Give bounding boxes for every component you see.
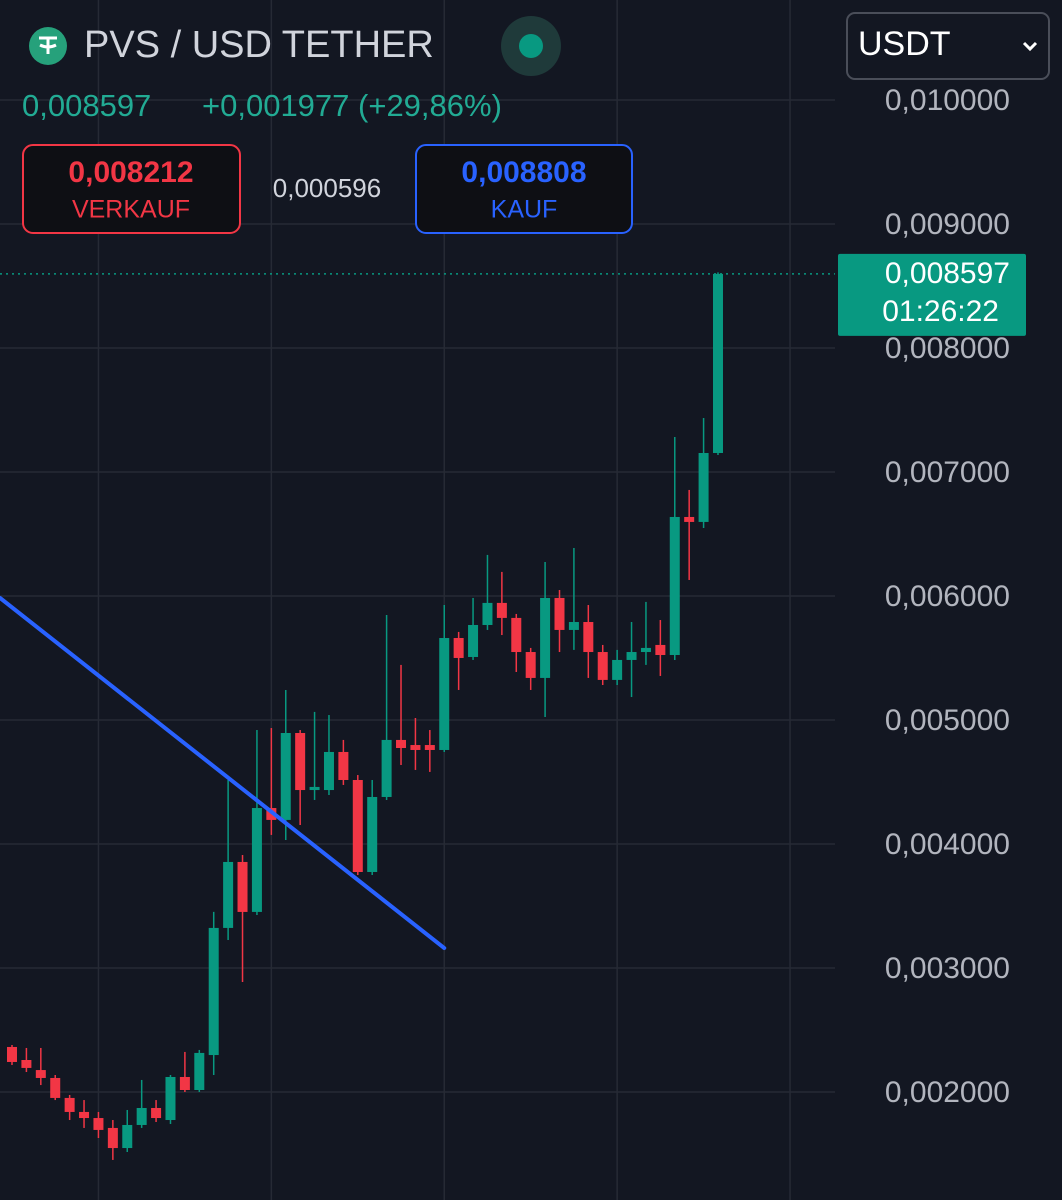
candle-body bbox=[612, 659, 623, 680]
candle-body bbox=[151, 1107, 162, 1119]
candle-body bbox=[21, 1059, 32, 1068]
market-status-dot bbox=[519, 34, 543, 58]
y-tick-label: 0,007000 bbox=[885, 456, 1010, 489]
candle-body bbox=[295, 732, 306, 791]
candle-body bbox=[136, 1107, 147, 1125]
dropdown-value: USDT bbox=[858, 25, 951, 63]
last-price-label: 0,008597 bbox=[885, 257, 1010, 290]
spread: 0,000596 bbox=[273, 173, 381, 203]
current-price: 0,008597 bbox=[22, 88, 151, 123]
countdown: 01:26:22 bbox=[882, 295, 999, 328]
price-axis: 0,002000 0,003000 0,004000 0,005000 0,006000… bbox=[885, 84, 1010, 1109]
candle-body bbox=[251, 808, 262, 912]
candle-body bbox=[352, 779, 363, 873]
y-tick-label: 0,005000 bbox=[885, 704, 1010, 737]
y-tick-label: 0,009000 bbox=[885, 208, 1010, 241]
y-tick-label: 0,008000 bbox=[885, 332, 1010, 365]
candle-body bbox=[468, 624, 479, 657]
dropdown-chevron bbox=[1022, 41, 1038, 52]
candle-body bbox=[698, 452, 709, 522]
candle-body bbox=[439, 638, 450, 750]
candle-body bbox=[122, 1124, 133, 1149]
candle-body bbox=[684, 516, 695, 522]
candle-body bbox=[50, 1077, 61, 1098]
sell-price: 0,008212 bbox=[68, 156, 193, 189]
dropdown-box[interactable] bbox=[846, 12, 1050, 80]
candle-body bbox=[511, 617, 522, 653]
candle-body bbox=[107, 1127, 118, 1149]
last-price-tag: 0,008597 01:26:22 bbox=[838, 253, 1026, 336]
candle-body bbox=[525, 652, 536, 678]
token-icon-glyph bbox=[39, 36, 57, 54]
candle-body bbox=[35, 1070, 46, 1078]
candle-body bbox=[554, 597, 565, 630]
candle-body bbox=[309, 786, 320, 791]
candle-body bbox=[583, 622, 594, 653]
candle-body bbox=[640, 647, 651, 653]
candle-body bbox=[669, 516, 680, 655]
y-tick-label: 0,010000 bbox=[885, 84, 1010, 117]
candle-body bbox=[179, 1076, 190, 1091]
header: PVS / USD TETHER 0,008597 +0,001977 (+29… bbox=[22, 12, 1050, 234]
trend-line bbox=[0, 595, 447, 951]
candle-body bbox=[424, 745, 435, 750]
candle-body bbox=[338, 751, 349, 780]
y-tick-label: 0,003000 bbox=[885, 952, 1010, 985]
candle-body bbox=[712, 273, 723, 453]
candle-body bbox=[568, 622, 579, 630]
buy-label: KAUF bbox=[491, 196, 558, 224]
buy-button[interactable]: 0,008808 KAUF bbox=[415, 144, 633, 234]
sell-label: VERKAUF bbox=[72, 196, 190, 224]
candle-body bbox=[208, 927, 219, 1056]
buy-price: 0,008808 bbox=[461, 156, 586, 189]
candle-body bbox=[223, 861, 234, 928]
y-tick-label: 0,006000 bbox=[885, 580, 1010, 613]
candle-body bbox=[626, 652, 637, 660]
candle-body bbox=[381, 739, 392, 797]
candle-body bbox=[540, 597, 551, 678]
candle-body bbox=[165, 1076, 176, 1121]
candle-body bbox=[7, 1046, 17, 1062]
candle-body bbox=[367, 796, 378, 873]
candle-body bbox=[64, 1097, 75, 1112]
candle-body bbox=[323, 751, 334, 791]
buy-box[interactable] bbox=[415, 144, 633, 234]
candle-body bbox=[496, 602, 507, 618]
candle-body bbox=[482, 602, 493, 625]
candle-body bbox=[597, 652, 608, 680]
candle-body bbox=[194, 1052, 205, 1091]
candle-body bbox=[93, 1118, 104, 1130]
sell-box[interactable] bbox=[22, 144, 241, 234]
candle-body bbox=[396, 739, 407, 749]
last-price-box bbox=[838, 253, 1026, 336]
candle-body bbox=[410, 745, 421, 750]
candle-body bbox=[280, 732, 291, 820]
candle-body bbox=[237, 861, 248, 912]
symbol-title: PVS / USD TETHER bbox=[84, 24, 434, 66]
currency-dropdown[interactable]: USDT bbox=[846, 12, 1050, 80]
candle-body bbox=[79, 1111, 90, 1119]
candle-body bbox=[655, 644, 666, 655]
y-tick-label: 0,002000 bbox=[885, 1076, 1010, 1109]
candle-body bbox=[453, 638, 464, 658]
y-tick-label: 0,004000 bbox=[885, 828, 1010, 861]
plot bbox=[0, 272, 835, 1160]
price-change: +0,001977 (+29,86%) bbox=[202, 88, 502, 123]
sell-button[interactable]: 0,008212 VERKAUF bbox=[22, 144, 241, 234]
